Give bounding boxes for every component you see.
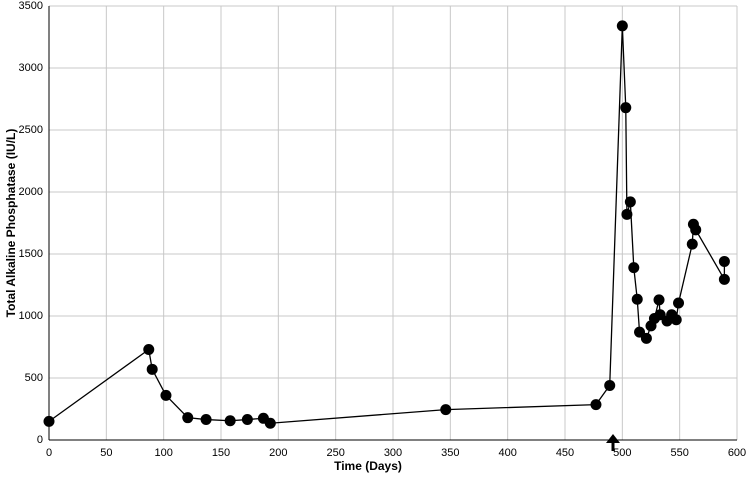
data-point <box>620 102 632 114</box>
x-tick-label: 600 <box>728 447 746 459</box>
x-tick-label: 450 <box>556 447 574 459</box>
data-point <box>440 404 452 416</box>
data-point <box>43 415 55 427</box>
y-tick-label: 500 <box>25 372 43 384</box>
data-point <box>631 293 643 305</box>
data-point <box>673 297 685 309</box>
data-point <box>690 224 702 236</box>
y-tick-label: 1500 <box>19 248 43 260</box>
y-tick-label: 2000 <box>19 186 43 198</box>
data-point <box>653 294 665 306</box>
y-axis-title: Total Alkaline Phosphatase (IU/L) <box>4 129 18 318</box>
y-tick-label: 1000 <box>19 310 43 322</box>
y-tick-label: 3500 <box>19 0 43 12</box>
data-point <box>224 415 236 427</box>
x-tick-label: 500 <box>613 447 631 459</box>
data-point <box>670 314 682 326</box>
data-point <box>621 208 633 220</box>
data-point <box>686 238 698 250</box>
data-point <box>182 412 194 424</box>
data-point <box>143 343 155 355</box>
x-axis-title: Time (Days) <box>334 459 402 473</box>
data-point <box>624 196 636 208</box>
data-point <box>241 414 253 426</box>
x-tick-label: 100 <box>154 447 172 459</box>
x-tick-label: 400 <box>498 447 516 459</box>
x-tick-label: 250 <box>326 447 344 459</box>
annotation-arrow <box>606 434 620 451</box>
x-tick-label: 350 <box>441 447 459 459</box>
data-point <box>640 332 652 344</box>
y-tick-label: 0 <box>37 434 43 446</box>
series-line <box>48 25 726 424</box>
data-point <box>718 255 730 267</box>
x-tick-label: 200 <box>269 447 287 459</box>
y-tick-label: 3000 <box>19 62 43 74</box>
data-point <box>200 414 212 426</box>
y-tick-label: 2500 <box>19 124 43 136</box>
data-point <box>264 417 276 429</box>
data-point <box>590 399 602 411</box>
data-point <box>160 389 172 401</box>
data-point <box>718 273 730 285</box>
data-point <box>146 363 158 375</box>
data-point <box>604 379 616 391</box>
x-tick-label: 50 <box>100 447 112 459</box>
x-tick-label: 150 <box>212 447 230 459</box>
data-point <box>628 262 640 274</box>
x-tick-label: 0 <box>46 447 52 459</box>
x-tick-label: 300 <box>384 447 402 459</box>
data-point <box>616 20 628 32</box>
x-tick-label: 550 <box>670 447 688 459</box>
